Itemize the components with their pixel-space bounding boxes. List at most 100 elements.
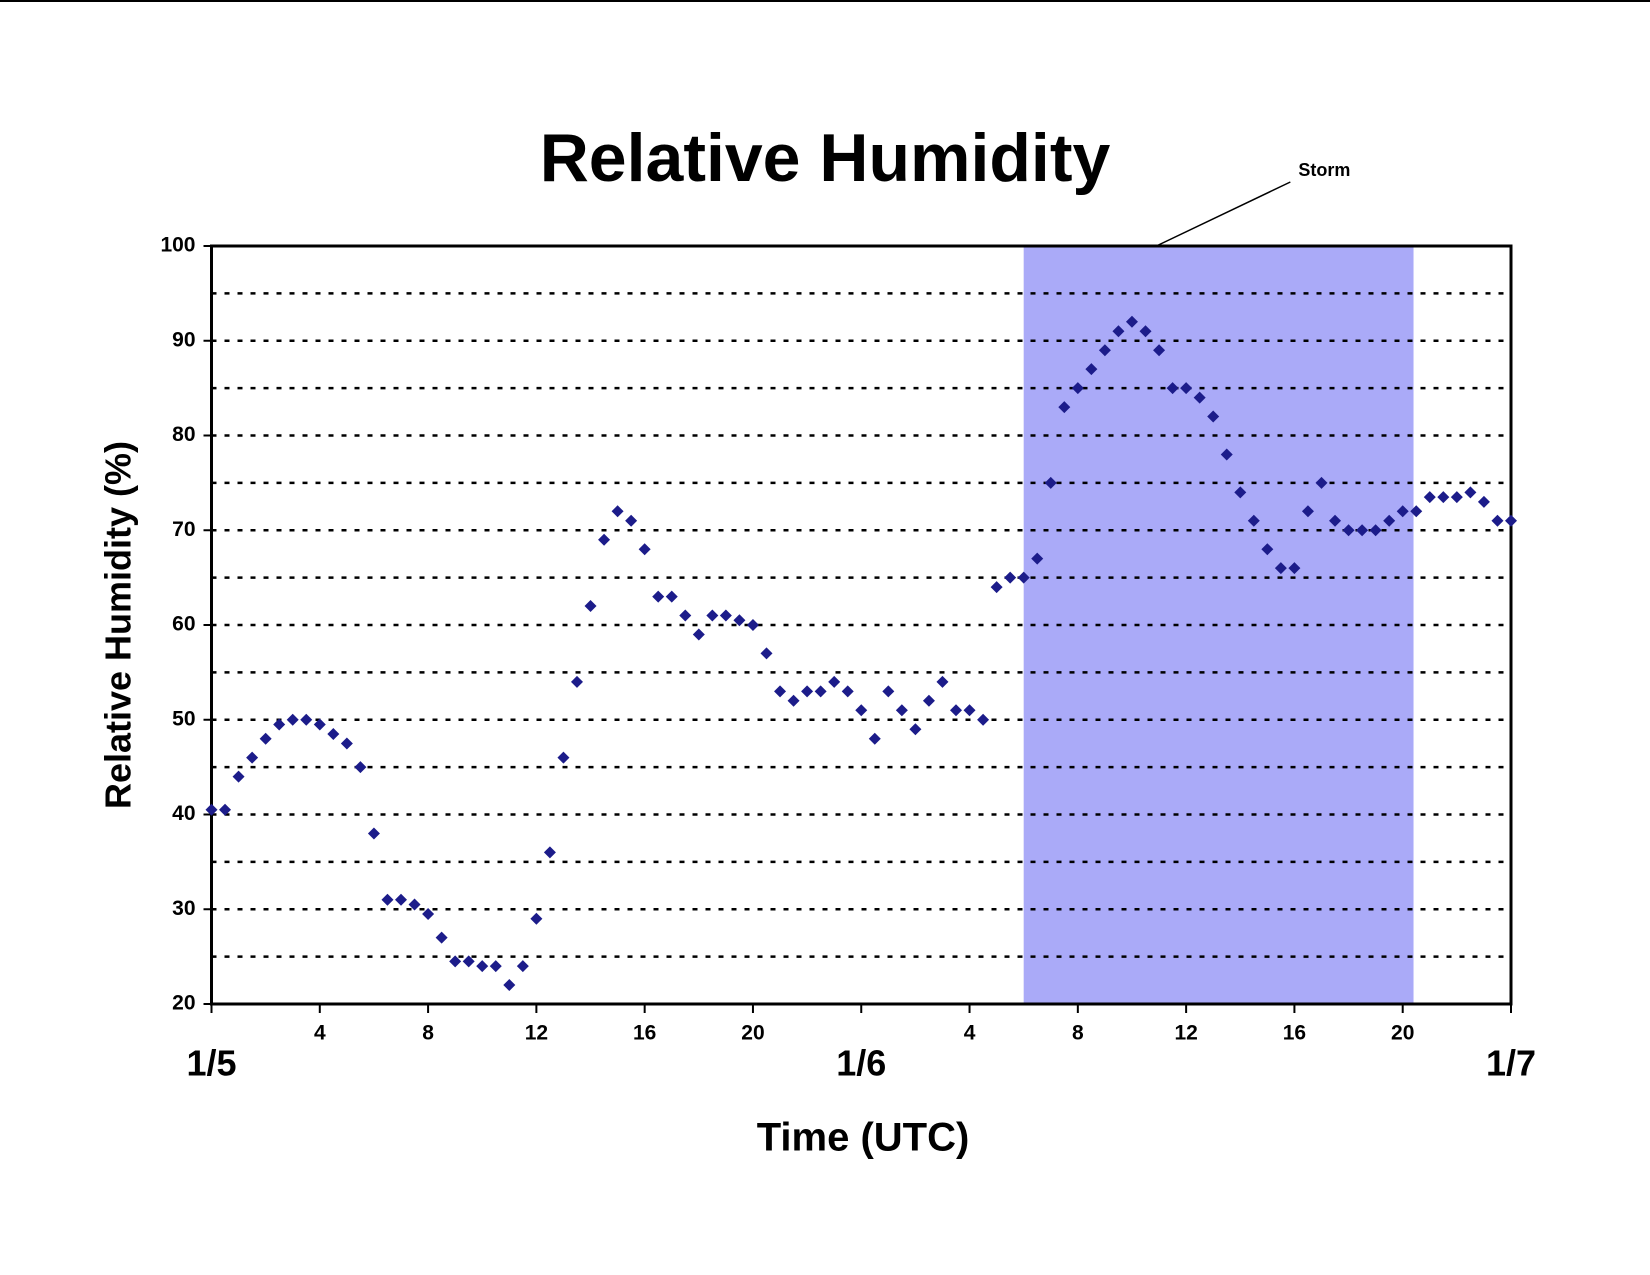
data-point bbox=[1247, 514, 1260, 527]
y-tick-label: 90 bbox=[172, 328, 195, 351]
data-point bbox=[1153, 344, 1166, 357]
data-point bbox=[1071, 382, 1084, 395]
data-point bbox=[1274, 562, 1287, 575]
data-point bbox=[530, 912, 543, 925]
data-point bbox=[1477, 495, 1490, 508]
data-point bbox=[408, 898, 421, 911]
x-date-label: 1/7 bbox=[1486, 1043, 1536, 1084]
data-point bbox=[1505, 514, 1517, 527]
data-point bbox=[1139, 325, 1152, 338]
data-point bbox=[476, 960, 489, 973]
data-point bbox=[1329, 514, 1342, 527]
data-point bbox=[205, 803, 218, 816]
data-point bbox=[1369, 524, 1382, 537]
data-point bbox=[814, 685, 827, 698]
x-tick-label: 8 bbox=[422, 1022, 434, 1045]
data-point bbox=[598, 533, 611, 546]
data-point bbox=[801, 685, 814, 698]
data-point bbox=[1125, 315, 1138, 328]
data-point bbox=[787, 694, 800, 707]
x-tick-label: 12 bbox=[1174, 1022, 1197, 1045]
data-point bbox=[652, 590, 665, 603]
x-tick-label: 4 bbox=[964, 1022, 976, 1045]
data-point bbox=[665, 590, 678, 603]
data-point bbox=[638, 543, 651, 556]
data-point bbox=[462, 955, 475, 968]
y-tick-label: 20 bbox=[172, 992, 195, 1015]
data-point bbox=[1004, 571, 1017, 584]
data-point bbox=[273, 718, 286, 731]
data-point bbox=[489, 960, 502, 973]
y-tick-label: 100 bbox=[160, 234, 195, 257]
y-tick-label: 50 bbox=[172, 707, 195, 730]
data-point bbox=[1058, 401, 1071, 414]
data-point bbox=[422, 907, 435, 920]
data-point bbox=[1288, 562, 1301, 575]
data-point bbox=[692, 628, 705, 641]
data-point bbox=[1220, 448, 1233, 461]
data-point bbox=[963, 704, 976, 717]
data-point bbox=[1098, 344, 1111, 357]
data-point bbox=[1193, 391, 1206, 404]
data-point bbox=[1491, 514, 1504, 527]
data-point bbox=[1301, 505, 1314, 518]
y-tick-label: 60 bbox=[172, 613, 195, 636]
data-point bbox=[259, 732, 272, 745]
data-point bbox=[841, 685, 854, 698]
data-point bbox=[1356, 524, 1369, 537]
y-tick-label: 80 bbox=[172, 423, 195, 446]
data-point bbox=[435, 931, 448, 944]
data-point bbox=[1017, 571, 1030, 584]
data-point bbox=[1044, 476, 1057, 489]
data-point bbox=[882, 685, 895, 698]
data-point bbox=[543, 846, 556, 859]
data-point bbox=[449, 955, 462, 968]
data-point bbox=[977, 713, 990, 726]
data-point bbox=[1423, 491, 1436, 504]
annotation-line bbox=[1156, 181, 1291, 247]
data-point bbox=[286, 713, 299, 726]
y-axis-label: Relative Humidity (%) bbox=[98, 441, 139, 809]
data-point bbox=[381, 893, 394, 906]
data-point bbox=[936, 675, 949, 688]
x-tick-label: 20 bbox=[1391, 1022, 1414, 1045]
chart-title: Relative Humidity bbox=[540, 120, 1111, 196]
data-point bbox=[922, 694, 935, 707]
data-point bbox=[1180, 382, 1193, 395]
data-point bbox=[760, 647, 773, 660]
data-point bbox=[1464, 486, 1477, 499]
data-point bbox=[774, 685, 787, 698]
data-point bbox=[868, 732, 881, 745]
x-tick-label: 16 bbox=[633, 1022, 656, 1045]
data-point bbox=[733, 614, 746, 627]
data-point bbox=[706, 609, 719, 622]
data-point bbox=[1166, 382, 1179, 395]
data-point bbox=[1085, 363, 1098, 376]
x-date-label: 1/5 bbox=[186, 1043, 236, 1084]
data-point bbox=[232, 770, 245, 783]
data-point bbox=[1410, 505, 1423, 518]
data-point bbox=[503, 979, 516, 992]
x-tick-label: 12 bbox=[525, 1022, 548, 1045]
data-point bbox=[828, 675, 841, 688]
data-point bbox=[327, 727, 340, 740]
x-tick-label: 16 bbox=[1283, 1022, 1306, 1045]
x-date-label: 1/6 bbox=[836, 1043, 886, 1084]
data-point bbox=[313, 718, 326, 731]
data-point bbox=[950, 704, 963, 717]
data-point bbox=[300, 713, 313, 726]
x-tick-label: 4 bbox=[314, 1022, 326, 1045]
data-point bbox=[1234, 486, 1247, 499]
data-point bbox=[855, 704, 868, 717]
data-point bbox=[895, 704, 908, 717]
data-point bbox=[1031, 552, 1044, 565]
data-point bbox=[354, 761, 367, 774]
y-tick-label: 70 bbox=[172, 518, 195, 541]
data-point bbox=[395, 893, 408, 906]
data-point bbox=[584, 600, 597, 613]
data-point bbox=[1315, 476, 1328, 489]
data-point bbox=[340, 737, 353, 750]
data-point bbox=[1342, 524, 1355, 537]
data-point bbox=[219, 803, 232, 816]
